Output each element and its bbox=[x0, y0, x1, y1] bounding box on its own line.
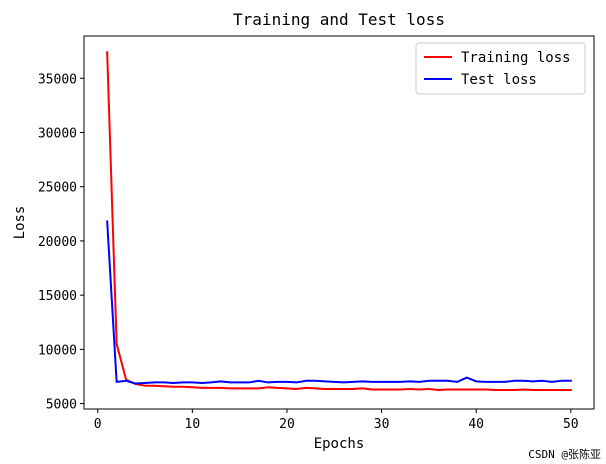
plot-background bbox=[84, 36, 594, 409]
y-tick-label: 35000 bbox=[38, 72, 77, 87]
x-tick-label: 0 bbox=[94, 417, 102, 432]
legend-box bbox=[415, 42, 586, 95]
y-tick-label: 20000 bbox=[38, 235, 77, 250]
x-tick-label: 30 bbox=[374, 417, 390, 432]
x-tick-label: 50 bbox=[563, 417, 579, 432]
legend: Training loss Test loss bbox=[415, 42, 586, 95]
x-axis-title: Epochs bbox=[314, 436, 365, 452]
axes-layer: 0 10 20 30 40 50 5000 10000 15000 20000 25000 30000… bbox=[38, 35, 595, 432]
x-tick-label: 20 bbox=[279, 417, 295, 432]
y-tick-label: 15000 bbox=[38, 289, 77, 304]
series-line-training-loss bbox=[106, 51, 572, 392]
chart-title: Training and Test loss bbox=[233, 10, 445, 29]
x-tick-label: 40 bbox=[468, 417, 484, 432]
series-line-test-loss bbox=[106, 220, 572, 385]
y-tick-label: 10000 bbox=[38, 343, 77, 358]
y-tick-label: 25000 bbox=[38, 181, 77, 196]
y-axis-title: Loss bbox=[12, 206, 28, 240]
x-tick-label: 10 bbox=[185, 417, 201, 432]
series-layer bbox=[106, 51, 572, 392]
watermark: CSDN @张陈亚 bbox=[528, 447, 601, 461]
legend-label: Test loss bbox=[461, 72, 537, 88]
y-tick-label: 30000 bbox=[38, 127, 77, 142]
axes-frame bbox=[83, 35, 595, 410]
y-tick-label: 5000 bbox=[46, 398, 77, 413]
legend-label: Training loss bbox=[461, 50, 571, 66]
plot-area bbox=[84, 36, 594, 409]
